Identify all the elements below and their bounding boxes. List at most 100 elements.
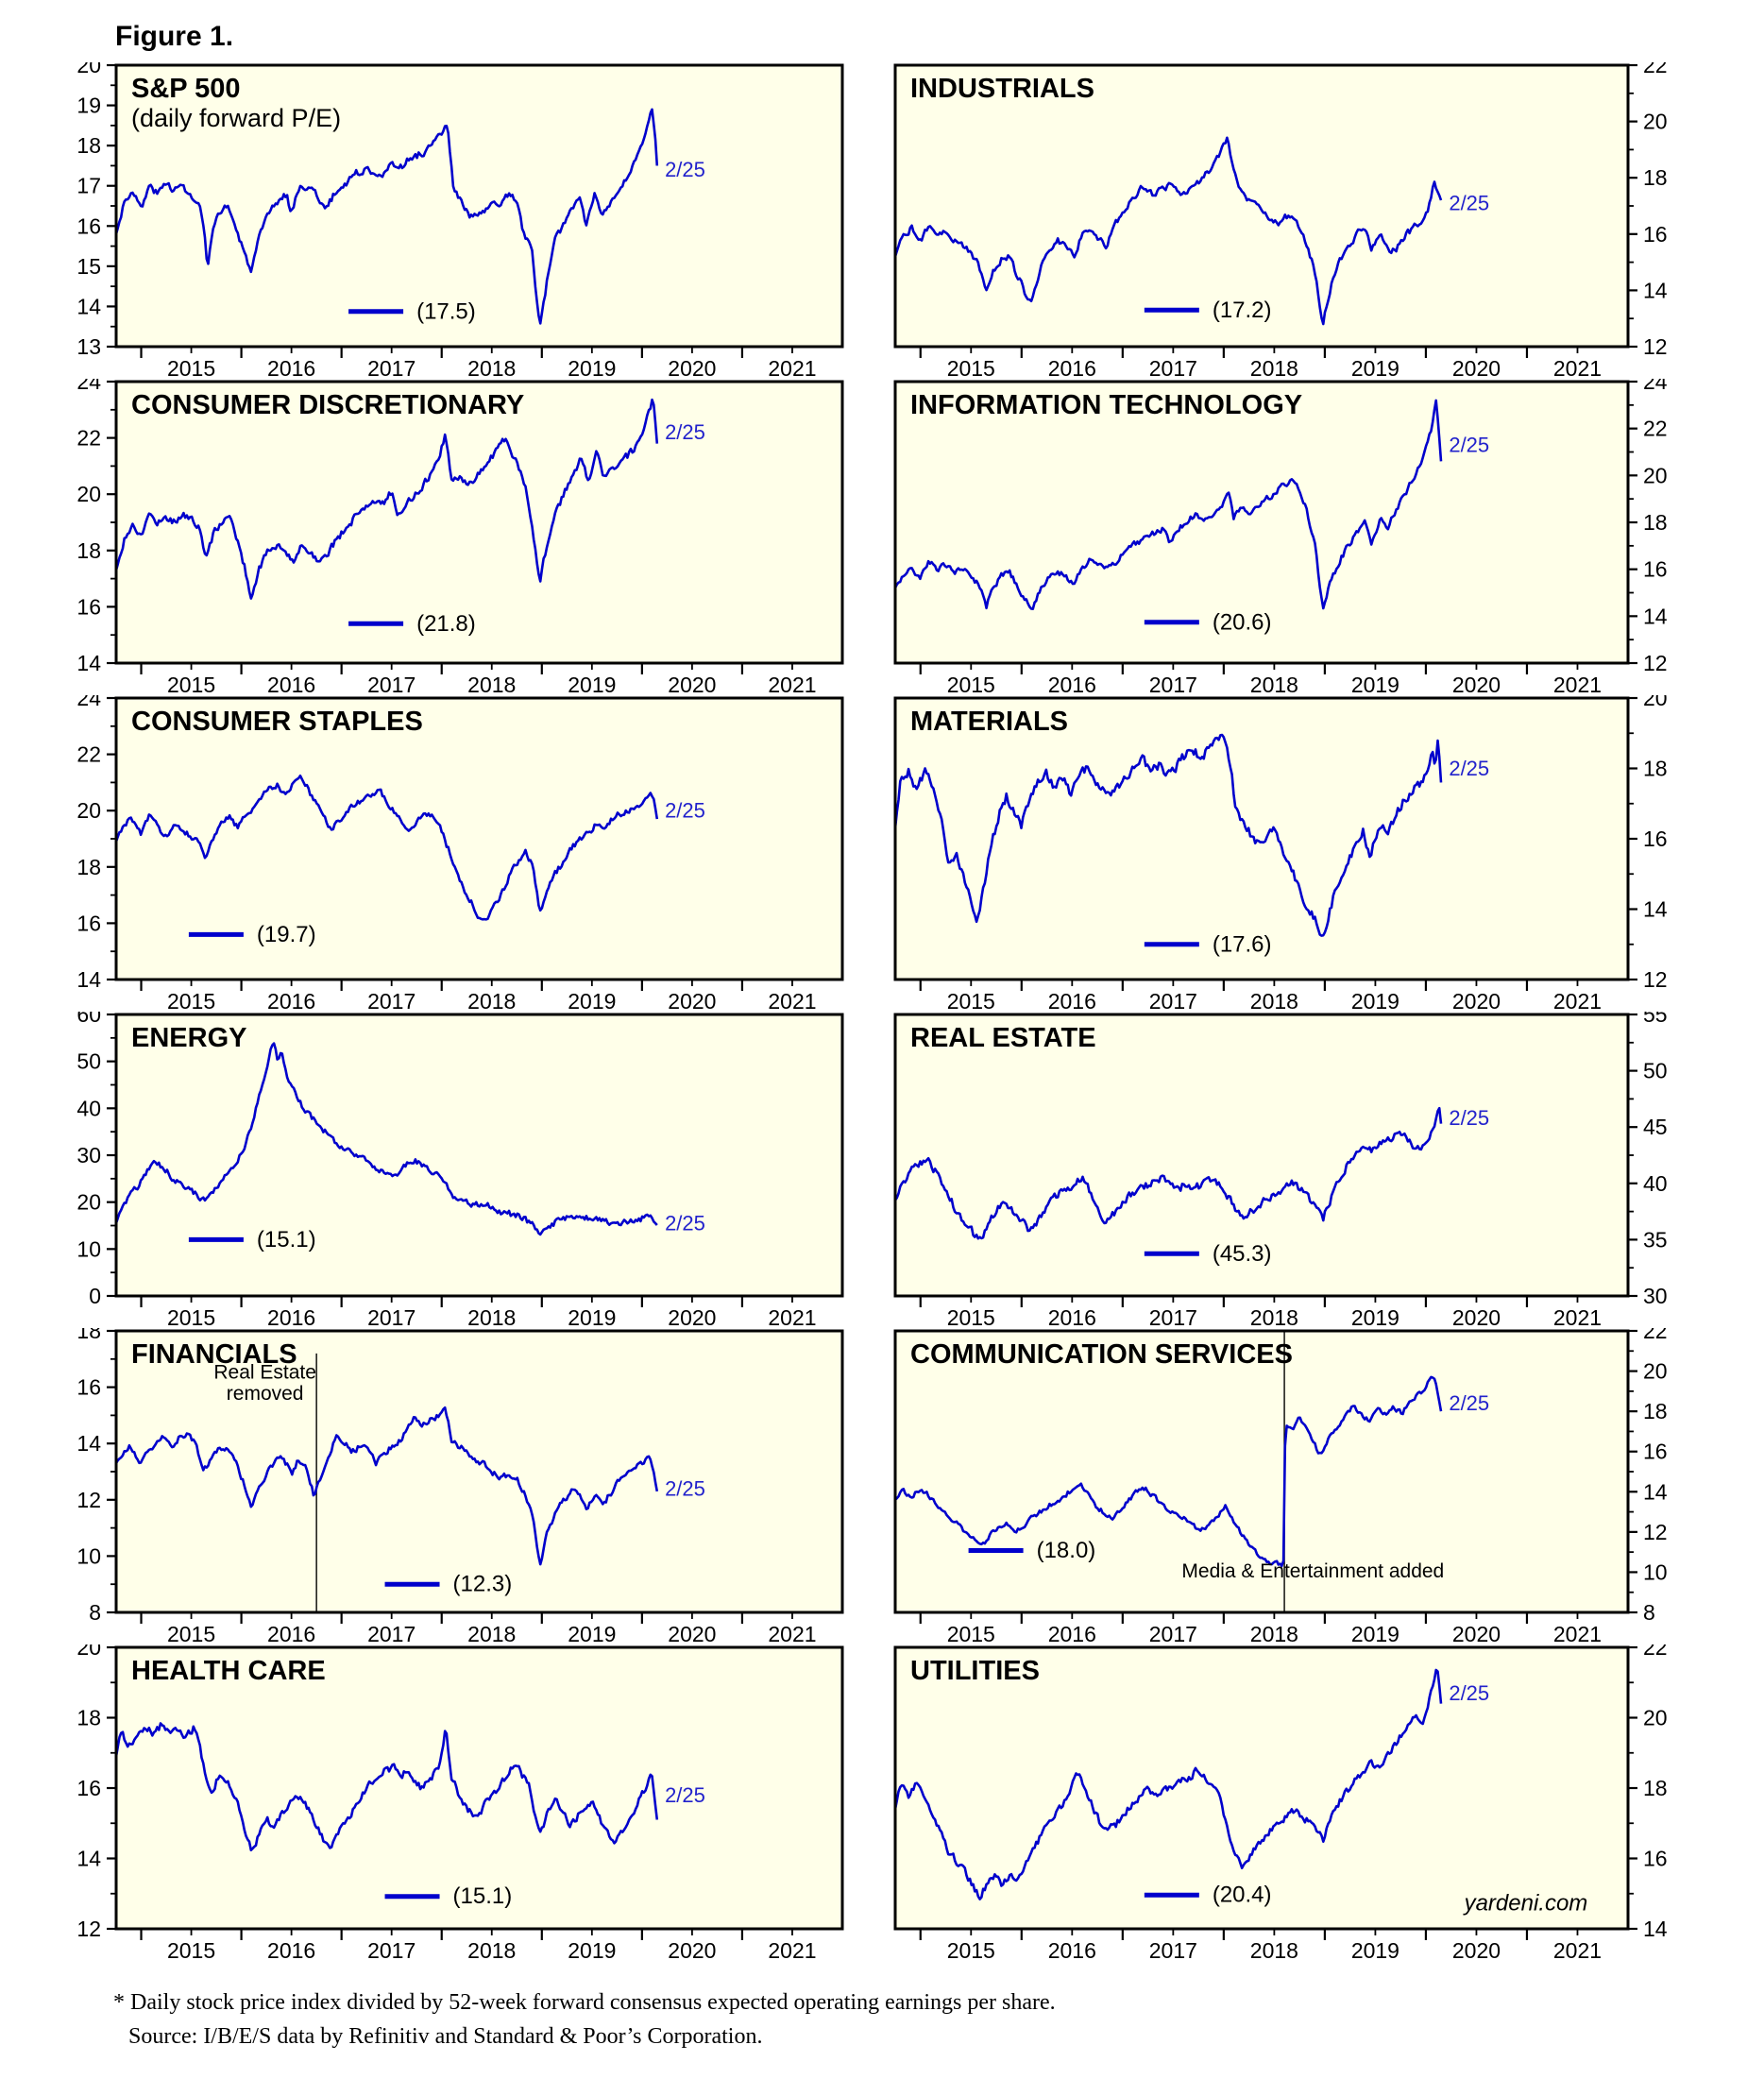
- footnote: * Daily stock price index divided by 52-…: [113, 1990, 1056, 2015]
- legend-value: (18.0): [1037, 1538, 1096, 1563]
- series-end-label: 2/25: [1449, 1106, 1489, 1130]
- y-tick-label: 16: [76, 1776, 101, 1800]
- health-care-chart: 12 14 16 18 20 2015 2016 2017 2018 2019 2020 2021 (1…: [76, 1644, 844, 1961]
- x-tick-label: 2020: [1452, 356, 1501, 379]
- x-tick-label: 2015: [167, 1622, 215, 1644]
- plot-border: [114, 1013, 844, 1298]
- x-tick-label: 2021: [768, 989, 816, 1012]
- series-line: [114, 108, 659, 325]
- x-tick-label: 2018: [1250, 1938, 1298, 1961]
- y-tick-label: 18: [1643, 510, 1668, 535]
- x-tick-label: 2015: [947, 1305, 995, 1328]
- y-tick-label: 20: [76, 1190, 101, 1215]
- panel-information-technology: INFORMATION TECHNOLOGY 12 14 16 18 20 22 24 201…: [882, 379, 1764, 695]
- x-tick-label: 2020: [668, 989, 716, 1012]
- y-tick-label: 18: [1643, 757, 1668, 781]
- plot-border: [893, 1645, 1630, 1931]
- panel-financials: FINANCIALS 8 10 12 14 16 18 2015 2016 2017 2018 20…: [0, 1328, 882, 1644]
- y-tick-label: 18: [76, 1706, 101, 1730]
- x-tick-label: 2021: [1553, 1938, 1602, 1961]
- y-tick-label: 14: [1643, 278, 1668, 302]
- panel-materials: MATERIALS 12 14 16 18 20 2015 2016 2017 2018 2019…: [882, 695, 1764, 1012]
- sp500-chart: 13 14 15 16 17 18 19 20 2015 2016 2017 2018 2019 2020…: [76, 62, 844, 379]
- y-tick-label: 14: [1643, 1479, 1668, 1504]
- y-tick-label: 60: [76, 1012, 101, 1027]
- x-tick-label: 2021: [768, 673, 816, 695]
- x-tick-label: 2019: [568, 1305, 616, 1328]
- x-tick-label: 2017: [1149, 1938, 1197, 1961]
- y-tick-label: 22: [1643, 1644, 1668, 1660]
- communication-services-chart: 8 10 12 14 16 18 20 22 2015 2016 2017 2018 2019 2020 2…: [893, 1328, 1668, 1644]
- plot-area: [895, 1014, 1628, 1296]
- figure-page: Figure 1. S&P 500 (daily forward P/E) 13…: [0, 21, 1764, 2049]
- legend-value: (15.1): [453, 1883, 513, 1909]
- panel-titles: ENERGY: [131, 1023, 246, 1053]
- plot-area: [116, 1014, 842, 1296]
- y-tick-label: 16: [1643, 826, 1668, 851]
- y-tick-label: 24: [76, 695, 101, 710]
- panel-consumer-staples: CONSUMER STAPLES 14 16 18 20 22 24 2015 2016 201…: [0, 695, 882, 1012]
- x-tick-label: 2016: [1048, 1305, 1096, 1328]
- y-tick-label: 10: [76, 1236, 101, 1261]
- panel-title: MATERIALS: [910, 707, 1069, 737]
- y-tick-label: 30: [1643, 1284, 1668, 1308]
- panel-titles: HEALTH CARE: [131, 1656, 326, 1686]
- y-tick-label: 50: [1643, 1059, 1668, 1083]
- series-end-label: 2/25: [665, 158, 705, 181]
- x-tick-label: 2021: [768, 1305, 816, 1328]
- y-tick-label: 22: [76, 742, 101, 767]
- x-tick-label: 2020: [1452, 1622, 1501, 1644]
- x-tick-label: 2021: [1553, 1305, 1602, 1328]
- x-tick-label: 2015: [167, 989, 215, 1012]
- x-tick-label: 2017: [367, 356, 416, 379]
- plot-border: [114, 63, 844, 349]
- annotation-text: Media & Entertainment added: [1181, 1560, 1444, 1582]
- series-line: [893, 1668, 1443, 1900]
- y-tick-label: 19: [76, 94, 101, 118]
- plot-area: [116, 382, 842, 663]
- x-tick-label: 2018: [467, 673, 516, 695]
- y-tick-label: 8: [1643, 1600, 1655, 1625]
- panel-titles: INDUSTRIALS: [910, 74, 1094, 104]
- plot-area: [895, 1331, 1628, 1612]
- panel-title: INFORMATION TECHNOLOGY: [910, 390, 1303, 420]
- y-tick-label: 20: [1643, 1359, 1668, 1384]
- legend-value: (45.3): [1213, 1241, 1272, 1267]
- x-tick-label: 2015: [947, 1938, 995, 1961]
- materials-chart: 12 14 16 18 20 2015 2016 2017 2018 2019 2020 2021 (1…: [893, 695, 1668, 1012]
- y-tick-label: 18: [76, 1328, 101, 1343]
- plot-border: [893, 1329, 1630, 1614]
- x-tick-label: 2018: [1250, 989, 1298, 1012]
- panel-titles: S&P 500 (daily forward P/E): [131, 74, 341, 133]
- x-tick-label: 2020: [1452, 1305, 1501, 1328]
- panel-sp500: S&P 500 (daily forward P/E) 13 14 15 16 17 18…: [0, 62, 882, 379]
- series-line: [114, 1722, 659, 1851]
- x-tick-label: 2020: [668, 356, 716, 379]
- plot-border: [893, 380, 1630, 665]
- y-tick-label: 18: [1643, 1399, 1668, 1423]
- legend-value: (21.8): [416, 611, 476, 637]
- x-tick-label: 2019: [1351, 1938, 1399, 1961]
- y-tick-label: 14: [76, 967, 101, 992]
- panel-titles: COMMUNICATION SERVICES: [910, 1339, 1293, 1370]
- panel-industrials: INDUSTRIALS 12 14 16 18 20 22 2015 2016 2017 2018…: [882, 62, 1764, 379]
- y-tick-label: 16: [1643, 222, 1668, 247]
- legend-value: (19.7): [257, 922, 316, 947]
- panel-title: ENERGY: [131, 1023, 247, 1053]
- panel-title: S&P 500: [131, 74, 241, 104]
- x-tick-label: 2019: [1351, 989, 1399, 1012]
- x-tick-label: 2015: [167, 1305, 215, 1328]
- y-tick-label: 20: [1643, 695, 1668, 710]
- y-tick-label: 18: [1643, 165, 1668, 190]
- x-tick-label: 2019: [568, 1622, 616, 1644]
- panel-titles: UTILITIES: [910, 1656, 1040, 1686]
- source-note: Source: I/B/E/S data by Refinitiv and St…: [128, 2024, 763, 2049]
- figure-title: Figure 1.: [115, 21, 234, 52]
- x-tick-label: 2016: [1048, 356, 1096, 379]
- y-tick-label: 12: [1643, 334, 1668, 359]
- series-line: [894, 1375, 1443, 1568]
- x-tick-label: 2020: [1452, 673, 1501, 695]
- x-tick-label: 2017: [1149, 356, 1197, 379]
- plot-border: [893, 696, 1630, 981]
- panel-titles: REAL ESTATE: [910, 1023, 1096, 1053]
